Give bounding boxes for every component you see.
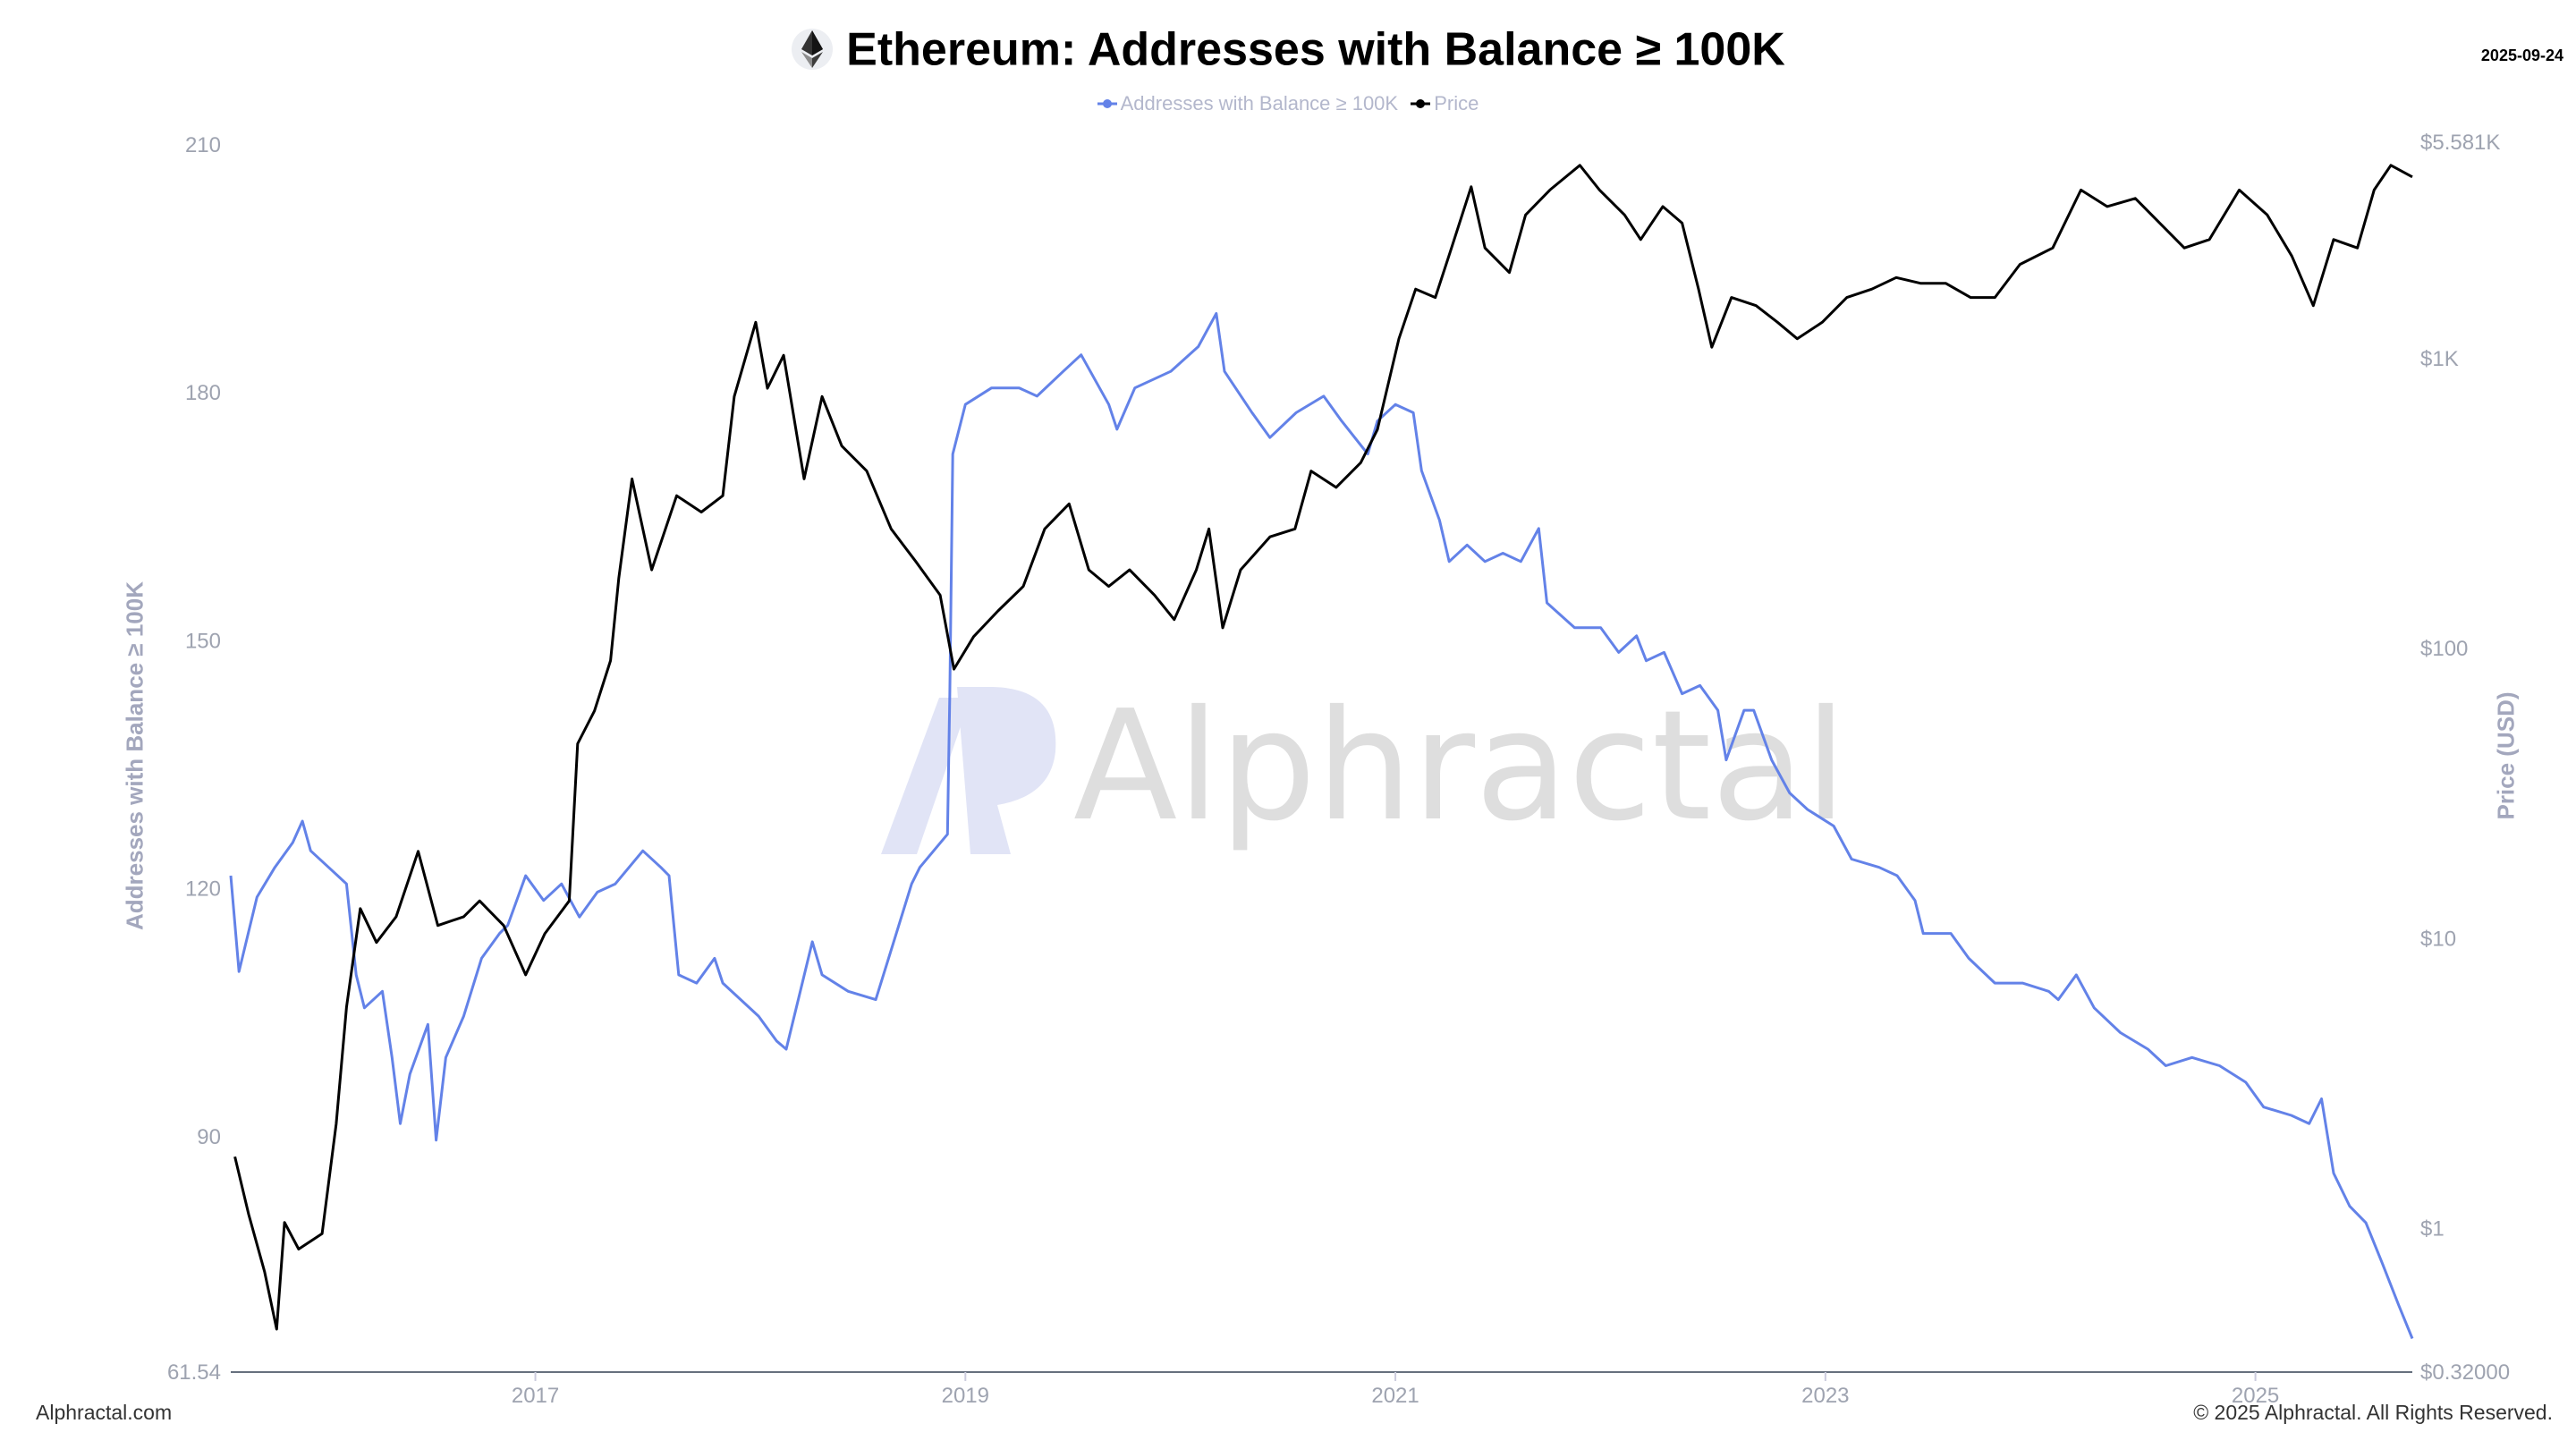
x-tick-label: 2021	[1371, 1384, 1419, 1408]
x-tick-label: 2025	[2232, 1384, 2279, 1408]
x-tick-label: 2019	[942, 1384, 989, 1408]
legend-label-addresses: Addresses with Balance ≥ 100K	[1120, 92, 1399, 114]
footer-site[interactable]: Alphractal.com	[36, 1401, 173, 1424]
y-right-tick-label: $10	[2420, 927, 2456, 951]
x-tick-label: 2023	[1801, 1384, 1849, 1408]
legend: Addresses with Balance ≥ 100K Price	[0, 91, 2576, 115]
y-right-tick-label: $1K	[2420, 347, 2459, 371]
alphractal-logo-icon	[881, 698, 970, 854]
legend-marker-addresses	[1097, 99, 1117, 108]
y-right-tick-label: $5.581K	[2420, 131, 2500, 155]
watermark: Alphractal	[881, 678, 1847, 855]
y-left-tick-label: 210	[185, 133, 221, 157]
y-left-tick-label: 120	[185, 877, 221, 902]
chart-title: Ethereum: Addresses with Balance ≥ 100K	[0, 20, 2576, 76]
y-right-tick-label: $100	[2420, 637, 2468, 661]
series-line-price	[233, 164, 2413, 1331]
watermark-text: Alphractal	[1073, 678, 1847, 855]
ethereum-icon	[792, 29, 834, 71]
y-left-tick-label: 61.54	[167, 1360, 221, 1385]
chart-date: 2025-09-24	[2480, 47, 2563, 64]
legend-item-addresses[interactable]: Addresses with Balance ≥ 100K	[1097, 92, 1398, 115]
y-left-tick-label: 150	[185, 629, 221, 653]
chart-title-text: Ethereum: Addresses with Balance ≥ 100K	[846, 23, 1785, 76]
legend-marker-price	[1411, 99, 1431, 108]
y-left-tick-label: 90	[197, 1125, 221, 1149]
y-right-tick-label: $0.32000	[2420, 1360, 2510, 1385]
x-tick-label: 2017	[512, 1384, 559, 1408]
y-right-tick-label: $1	[2420, 1217, 2445, 1241]
y-left-tick-label: 180	[185, 381, 221, 405]
legend-label-price: Price	[1434, 92, 1479, 114]
legend-item-price[interactable]: Price	[1411, 92, 1479, 115]
footer-copyright: © 2025 Alphractal. All Rights Reserved.	[2193, 1401, 2553, 1424]
